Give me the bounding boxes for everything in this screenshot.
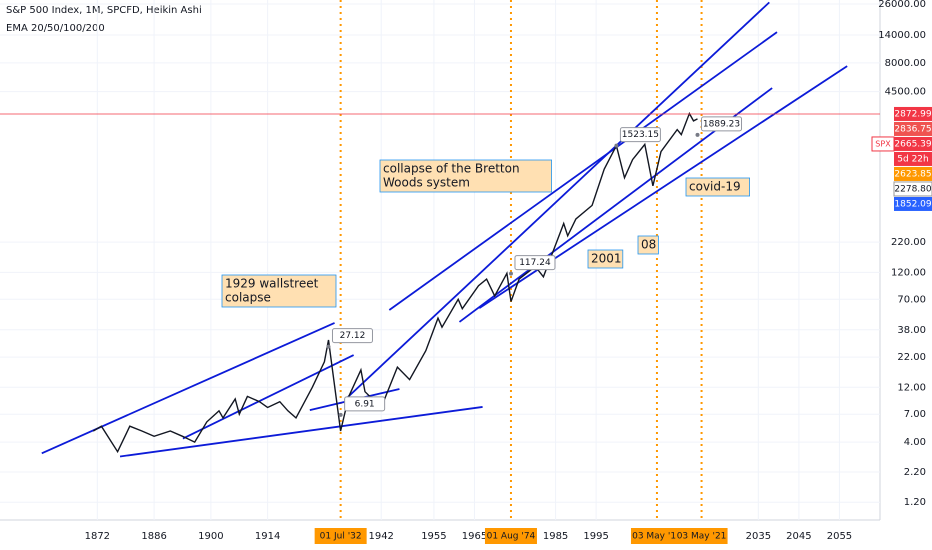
- price-label: 1852.09: [894, 199, 931, 209]
- callout-label: 6.91: [355, 399, 375, 409]
- x-tick-label: 1872: [85, 531, 110, 542]
- highlight-label: 03 May '21: [677, 532, 727, 542]
- highlight-label-box: [314, 528, 367, 544]
- annotation-box: [221, 274, 337, 308]
- callout-point: [508, 271, 513, 276]
- price-label-box: [894, 106, 932, 121]
- annotation-text: covid-19: [689, 180, 741, 194]
- annotation-text: 2001: [591, 252, 622, 266]
- annotation-box: [685, 177, 750, 197]
- y-tick-label: 4.00: [904, 437, 926, 448]
- annotation-box: [587, 249, 624, 269]
- countdown-box: [894, 151, 932, 166]
- callout-box: [514, 255, 556, 271]
- price-label: 2623.85: [894, 169, 931, 179]
- highlight-label: 01 Jul '32: [320, 532, 362, 542]
- y-tick-label: 220.00: [891, 237, 926, 248]
- x-tick-label: 1942: [368, 531, 393, 542]
- price-line: [92, 111, 698, 454]
- x-tick-label: 1995: [583, 531, 608, 542]
- chart-subtitle: EMA 20/50/100/200: [6, 23, 105, 34]
- x-tick-label: 1985: [543, 531, 568, 542]
- callout-point: [695, 132, 700, 137]
- x-tick-label: 1886: [141, 531, 166, 542]
- x-tick-label: 1955: [421, 531, 446, 542]
- chart-title: S&P 500 Index, 1M, SPCFD, Heikin Ashi: [6, 5, 202, 16]
- trendline: [182, 354, 355, 440]
- annotation-text: colapse: [225, 291, 271, 305]
- callout-box: [619, 127, 661, 143]
- trendline: [119, 406, 483, 458]
- callout-point: [338, 412, 343, 417]
- price-label-box: [893, 181, 932, 197]
- symbol-label: SPX: [875, 139, 891, 148]
- y-tick-label: 22.00: [897, 352, 926, 363]
- highlight-label-box: [675, 528, 728, 544]
- highlight-label: 01 Aug '74: [487, 532, 536, 542]
- annotation-text: 08: [641, 238, 656, 252]
- trendline: [344, 1, 770, 401]
- price-label: 2665.39: [894, 139, 931, 149]
- highlight-label-box: [630, 528, 683, 544]
- y-tick-label: 4500.00: [885, 87, 926, 98]
- trendline: [388, 31, 778, 311]
- y-tick-label: 8000.00: [885, 58, 926, 69]
- annotation-text: Woods system: [383, 176, 470, 190]
- y-tick-label: 2.20: [904, 467, 926, 478]
- y-tick-label: 1.20: [904, 497, 926, 508]
- price-label-box: [894, 121, 932, 136]
- y-tick-label: 26000.00: [878, 0, 926, 10]
- annotation-text: collapse of the Bretton: [383, 162, 520, 176]
- callout-point: [614, 143, 619, 148]
- callout-label: 1523.15: [622, 130, 659, 140]
- y-tick-label: 12.00: [897, 382, 926, 393]
- x-tick-label: 1900: [198, 531, 223, 542]
- y-tick-label: 7.00: [904, 409, 926, 420]
- price-label: 2836.75: [894, 124, 931, 134]
- x-tick-label: 2035: [746, 531, 771, 542]
- highlight-label: 03 May '10: [632, 532, 682, 542]
- callout-label: 117.24: [519, 258, 551, 268]
- price-label-box: [894, 136, 932, 151]
- y-tick-label: 70.00: [897, 294, 926, 305]
- callout-label: 1889.23: [703, 119, 740, 129]
- y-tick-label: 38.00: [897, 325, 926, 336]
- annotation-box: [379, 159, 553, 193]
- highlight-label-box: [484, 528, 537, 544]
- annotation-text: 1929 wallstreet: [225, 277, 319, 291]
- callout-box: [344, 396, 386, 412]
- callout-point: [326, 344, 331, 349]
- x-tick-label: 1914: [255, 531, 280, 542]
- callout-box: [701, 116, 743, 132]
- y-tick-label: 14000.00: [878, 30, 926, 41]
- price-label-box: [894, 196, 932, 211]
- countdown-label: 5d 22h: [897, 154, 928, 164]
- trendline: [41, 322, 335, 455]
- y-tick-label: 120.00: [891, 267, 926, 278]
- symbol-box: [871, 136, 895, 152]
- x-tick-label: 2045: [786, 531, 811, 542]
- x-tick-label: 1965: [462, 531, 487, 542]
- price-label-box: [894, 166, 932, 181]
- callout-box: [331, 328, 373, 344]
- price-label: 2278.80: [894, 184, 931, 194]
- x-tick-label: 2055: [827, 531, 852, 542]
- callout-label: 27.12: [340, 331, 366, 341]
- price-label: 2872.99: [894, 109, 931, 119]
- annotation-box: [637, 235, 659, 255]
